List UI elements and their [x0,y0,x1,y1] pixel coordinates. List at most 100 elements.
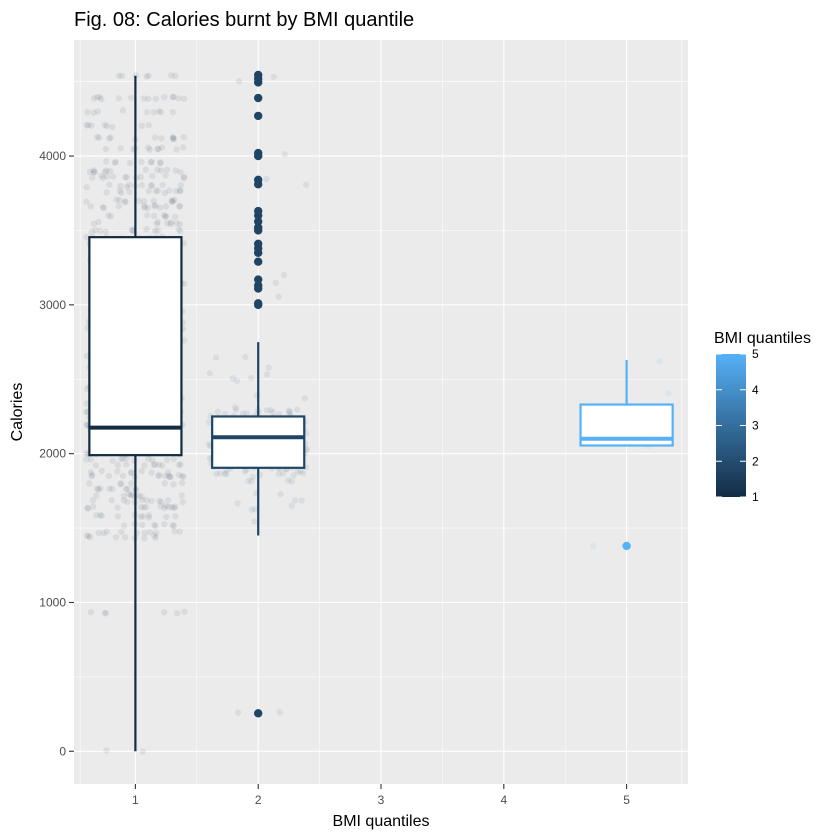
jitter-point [206,370,213,377]
jitter-point [138,122,146,130]
jitter-point [83,121,90,129]
jitter-point [155,145,162,153]
jitter-point [180,473,187,480]
legend-label: 5 [752,347,759,361]
jitter-point [277,490,284,498]
jitter-point [178,473,186,480]
jitter-point [148,469,155,476]
outlier-point [254,300,263,310]
jitter-point [281,151,288,158]
legend-title: BMI quantiles [714,330,811,347]
jitter-point [92,462,100,469]
jitter-point [161,93,168,101]
jitter-point [132,72,140,79]
jitter-point [103,173,111,180]
jitter-point [168,197,176,204]
jitter-point [166,187,173,194]
jitter-point [162,172,169,179]
box-group-5 [579,359,674,551]
jitter-point [157,108,165,116]
jitter-point [298,497,305,504]
jitter-point [172,213,179,220]
jitter-point [170,481,177,488]
jitter-point [152,202,159,210]
jitter-point [241,468,248,475]
outlier-point [254,211,263,220]
jitter-point [156,471,163,479]
jitter-point [175,471,183,478]
jitter-point [99,174,107,182]
jitter-point [213,470,220,478]
jitter-point [90,220,98,227]
x-tick-label: 5 [623,793,630,807]
jitter-point [83,532,91,539]
outlier-point [254,111,263,121]
jitter-point [205,419,213,426]
jitter-point [102,145,109,153]
jitter-point [141,529,148,537]
y-axis: 0 1000 2000 3000 4000 [39,149,74,758]
jitter-point [172,513,179,520]
jitter-point [145,72,152,79]
jitter-point [180,174,188,182]
jitter-point [127,480,135,487]
jitter-point [101,168,109,176]
outlier-point [254,284,263,293]
jitter-point [293,406,301,413]
jitter-point [112,533,120,541]
jitter-point [105,472,113,480]
jitter-point [90,167,97,174]
jitter-point [177,169,184,176]
jitter-point [123,183,131,191]
jitter-point [106,485,113,492]
jitter-point [140,95,148,102]
jitter-point [93,492,100,499]
jitter-point [169,135,177,142]
outlier-point [254,93,263,103]
jitter-point [152,534,159,541]
jitter-point [124,485,131,493]
jitter-point [177,461,184,468]
jitter-point [290,472,297,479]
jitter-point [263,371,271,378]
chart-title: Fig. 08: Calories burnt by BMI quantile [74,9,414,31]
jitter-point [151,227,159,234]
jitter-point [111,159,119,166]
jitter-point [286,408,293,415]
jitter-point [128,469,135,476]
jitter-point [88,473,95,480]
outlier-point [254,180,263,189]
jitter-point [160,211,168,219]
jitter-point [269,409,276,416]
jitter-point [142,166,149,173]
jitter-point [179,144,187,151]
jitter-point [178,492,185,499]
jitter-point [242,353,249,361]
jitter-point [98,467,105,475]
jitter-point [173,609,181,617]
jitter-point [243,410,250,417]
jitter-point [161,480,168,487]
jitter-point [140,198,148,205]
jitter-point [137,503,145,511]
jitter-point [123,174,131,181]
jitter-point [129,227,136,234]
jitter-point [86,168,94,176]
legend-label: 3 [752,419,759,433]
outlier-point [254,78,263,87]
jitter-point [92,512,100,519]
jitter-point [149,456,156,464]
jitter-point [139,748,147,755]
jitter-point [154,145,161,153]
jitter-point [171,528,178,535]
jitter-point [179,498,186,506]
jitter-point [239,410,247,417]
jitter-point [143,212,151,219]
jitter-point [122,173,129,181]
jitter-point [87,203,94,210]
jitter-point [288,478,295,485]
jitter-point [221,470,229,478]
jitter-point [163,456,171,464]
y-tick-label: 1000 [39,595,66,609]
jitter-point [127,491,134,498]
